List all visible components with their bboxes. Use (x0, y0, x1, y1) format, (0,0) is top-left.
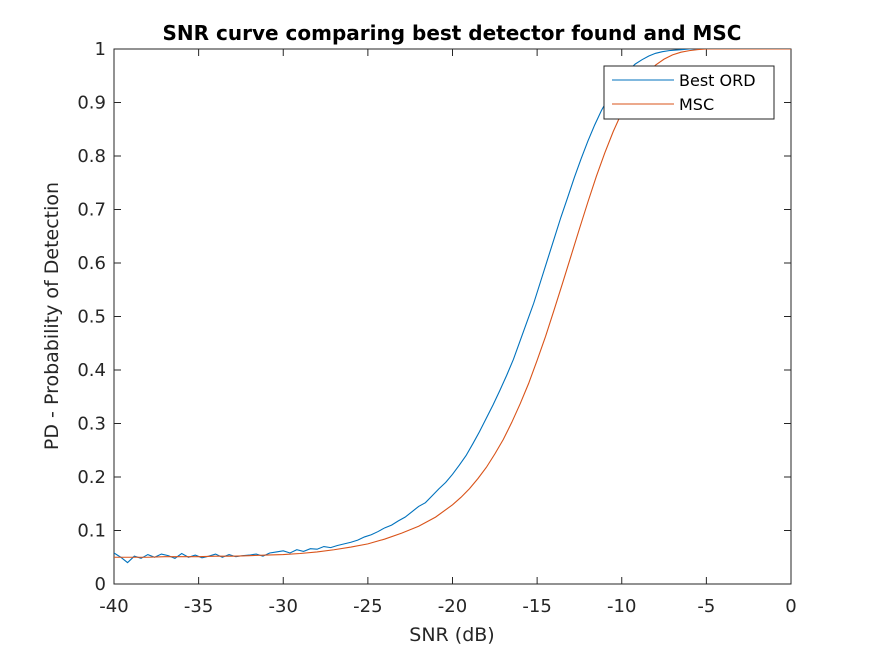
x-tick-label: -15 (522, 596, 551, 617)
series-line-best-ord (114, 49, 791, 564)
legend-label-best-ord: Best ORD (679, 71, 756, 90)
y-tick-label: 0.9 (77, 93, 106, 114)
x-tick-label: -20 (438, 596, 467, 617)
x-tick-label: -10 (607, 596, 636, 617)
axis-ticks: -40 -35 -30 -25 -20 -15 -10 -5 0 0 0.1 0.2 0.3 0.4 0.5… (77, 39, 796, 617)
legend: Best ORD MSC (603, 65, 775, 120)
y-tick-label: 0.2 (77, 467, 106, 488)
y-tick-label: 0.1 (77, 521, 106, 542)
y-tick-label: 0.3 (77, 414, 106, 435)
x-tick-label: -40 (99, 596, 128, 617)
plot-area (113, 48, 792, 585)
x-tick-label: -35 (184, 596, 213, 617)
y-tick-label: 0.7 (77, 200, 106, 221)
y-tick-label: 1 (95, 39, 106, 60)
y-tick-label: 0.5 (77, 307, 106, 328)
y-tick-label: 0.6 (77, 253, 106, 274)
y-tick-label: 0.4 (77, 360, 106, 381)
x-axis-label: SNR (dB) (409, 624, 494, 646)
chart-title: SNR curve comparing best detector found … (162, 21, 741, 45)
x-tick-label: 0 (785, 596, 796, 617)
y-tick-label: 0.8 (77, 146, 106, 167)
x-tick-label: -25 (353, 596, 382, 617)
y-tick-label: 0 (95, 574, 106, 595)
y-axis-label: PD - Probability of Detection (41, 182, 63, 450)
x-tick-label: -5 (697, 596, 715, 617)
legend-label-msc: MSC (679, 95, 714, 114)
series-line-msc (114, 49, 791, 558)
series-layer (114, 49, 791, 564)
x-tick-label: -30 (269, 596, 298, 617)
legend-box (603, 65, 775, 120)
